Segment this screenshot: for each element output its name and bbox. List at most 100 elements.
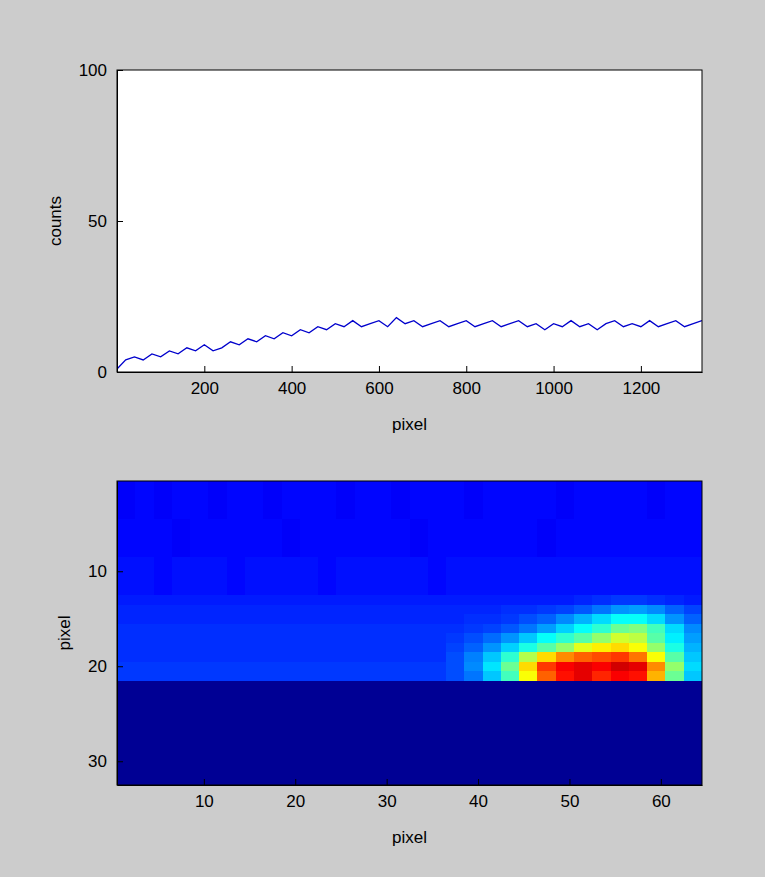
- heatmap-cell: [245, 643, 264, 653]
- heatmap-cell: [537, 652, 556, 662]
- heatmap-cell: [373, 633, 392, 643]
- heatmap-cell: [501, 605, 520, 615]
- x-axis-line: [118, 785, 703, 786]
- tick-label: 30: [88, 752, 107, 771]
- heatmap-cell: [464, 519, 483, 558]
- tick-mark: [478, 779, 479, 785]
- heatmap-cell: [135, 643, 154, 653]
- heatmap-cell: [135, 662, 154, 672]
- heatmap-cell: [117, 633, 136, 643]
- heatmap-cell: [282, 595, 301, 605]
- heatmap-cell: [391, 681, 410, 786]
- heatmap-cell: [483, 681, 502, 786]
- x-axis-title: pixel: [392, 415, 427, 434]
- heatmap-cell: [172, 624, 191, 634]
- heatmap-cell: [428, 605, 447, 615]
- heatmap-cell: [227, 605, 246, 615]
- heatmap-cell: [592, 557, 611, 596]
- x-axis: 102030405060: [118, 779, 703, 811]
- heatmap-cell: [208, 614, 227, 624]
- heatmap-cell: [355, 633, 374, 643]
- heatmap-cell: [611, 595, 630, 605]
- heatmap-cell: [208, 481, 227, 520]
- heatmap-cell: [464, 605, 483, 615]
- heatmap-cell: [373, 662, 392, 672]
- heatmap-cell: [665, 671, 684, 681]
- heatmap-cell: [117, 681, 136, 786]
- tick: 600: [365, 366, 393, 398]
- heatmap-cell: [263, 519, 282, 558]
- heatmap-cell: [519, 652, 538, 662]
- plot-background: [117, 70, 702, 372]
- heatmap-cell: [318, 633, 337, 643]
- heatmap-cell: [684, 557, 702, 596]
- heatmap-cell: [574, 519, 593, 558]
- heatmap-cell: [263, 624, 282, 634]
- heatmap-cell: [154, 614, 173, 624]
- heatmap-cell: [592, 624, 611, 634]
- heatmap-cell: [684, 519, 702, 558]
- heatmap-cell: [519, 519, 538, 558]
- tick-mark: [117, 571, 123, 572]
- heatmap-cell: [190, 681, 209, 786]
- heatmap-cell: [446, 633, 465, 643]
- heatmap-cell: [190, 643, 209, 653]
- heatmap-cell: [245, 681, 264, 786]
- heatmap-cell: [483, 519, 502, 558]
- tick-mark: [117, 761, 123, 762]
- heatmap-cell: [428, 519, 447, 558]
- heatmap-cell: [135, 595, 154, 605]
- heatmap-cell: [208, 652, 227, 662]
- heatmap-cell: [117, 481, 136, 520]
- heatmap-cell: [574, 481, 593, 520]
- heatmap-cell: [446, 671, 465, 681]
- heatmap-cell: [227, 519, 246, 558]
- heatmap-cell: [263, 633, 282, 643]
- heatmap-cell: [684, 614, 702, 624]
- heatmap-cell: [336, 662, 355, 672]
- heatmap-cell: [428, 633, 447, 643]
- panel-1: 102030405060102030pixelpixel: [55, 481, 702, 847]
- heatmap-cell: [391, 481, 410, 520]
- heatmap-cell: [684, 605, 702, 615]
- heatmap-cell: [501, 624, 520, 634]
- heatmap-cell: [684, 595, 702, 605]
- heatmap-cell: [263, 614, 282, 624]
- heatmap-cell: [135, 557, 154, 596]
- tick: 30: [88, 752, 123, 771]
- tick-mark: [641, 366, 642, 372]
- heatmap-cell: [556, 557, 575, 596]
- heatmap-cell: [117, 614, 136, 624]
- heatmap-cell: [154, 519, 173, 558]
- heatmap-cell: [300, 519, 319, 558]
- tick-label: 10: [88, 562, 107, 581]
- heatmap-cell: [135, 614, 154, 624]
- heatmap-cell: [592, 633, 611, 643]
- heatmap-cell: [373, 557, 392, 596]
- heatmap-cell: [355, 652, 374, 662]
- heatmap-cell: [611, 481, 630, 520]
- heatmap-cell: [684, 624, 702, 634]
- tick-mark: [569, 779, 570, 785]
- tick: 800: [453, 366, 481, 398]
- heatmap-cell: [263, 671, 282, 681]
- heatmap-cell: [318, 481, 337, 520]
- heatmap-cell: [483, 614, 502, 624]
- heatmap-cell: [410, 643, 429, 653]
- heatmap-cell: [483, 652, 502, 662]
- heatmap-cell: [154, 652, 173, 662]
- plot-frame: [117, 70, 702, 372]
- heatmap-cell: [190, 671, 209, 681]
- heatmap-cell: [391, 614, 410, 624]
- heatmap-cell: [318, 681, 337, 786]
- heatmap-cell: [592, 519, 611, 558]
- heatmap-cell: [117, 652, 136, 662]
- heatmap-cell: [300, 614, 319, 624]
- heatmap-cell: [483, 605, 502, 615]
- tick: 1000: [535, 366, 573, 398]
- heatmap-cell: [263, 557, 282, 596]
- heatmap-cell: [117, 605, 136, 615]
- heatmap-cell: [318, 671, 337, 681]
- y-axis: 102030: [88, 482, 123, 786]
- heatmap-cell: [537, 643, 556, 653]
